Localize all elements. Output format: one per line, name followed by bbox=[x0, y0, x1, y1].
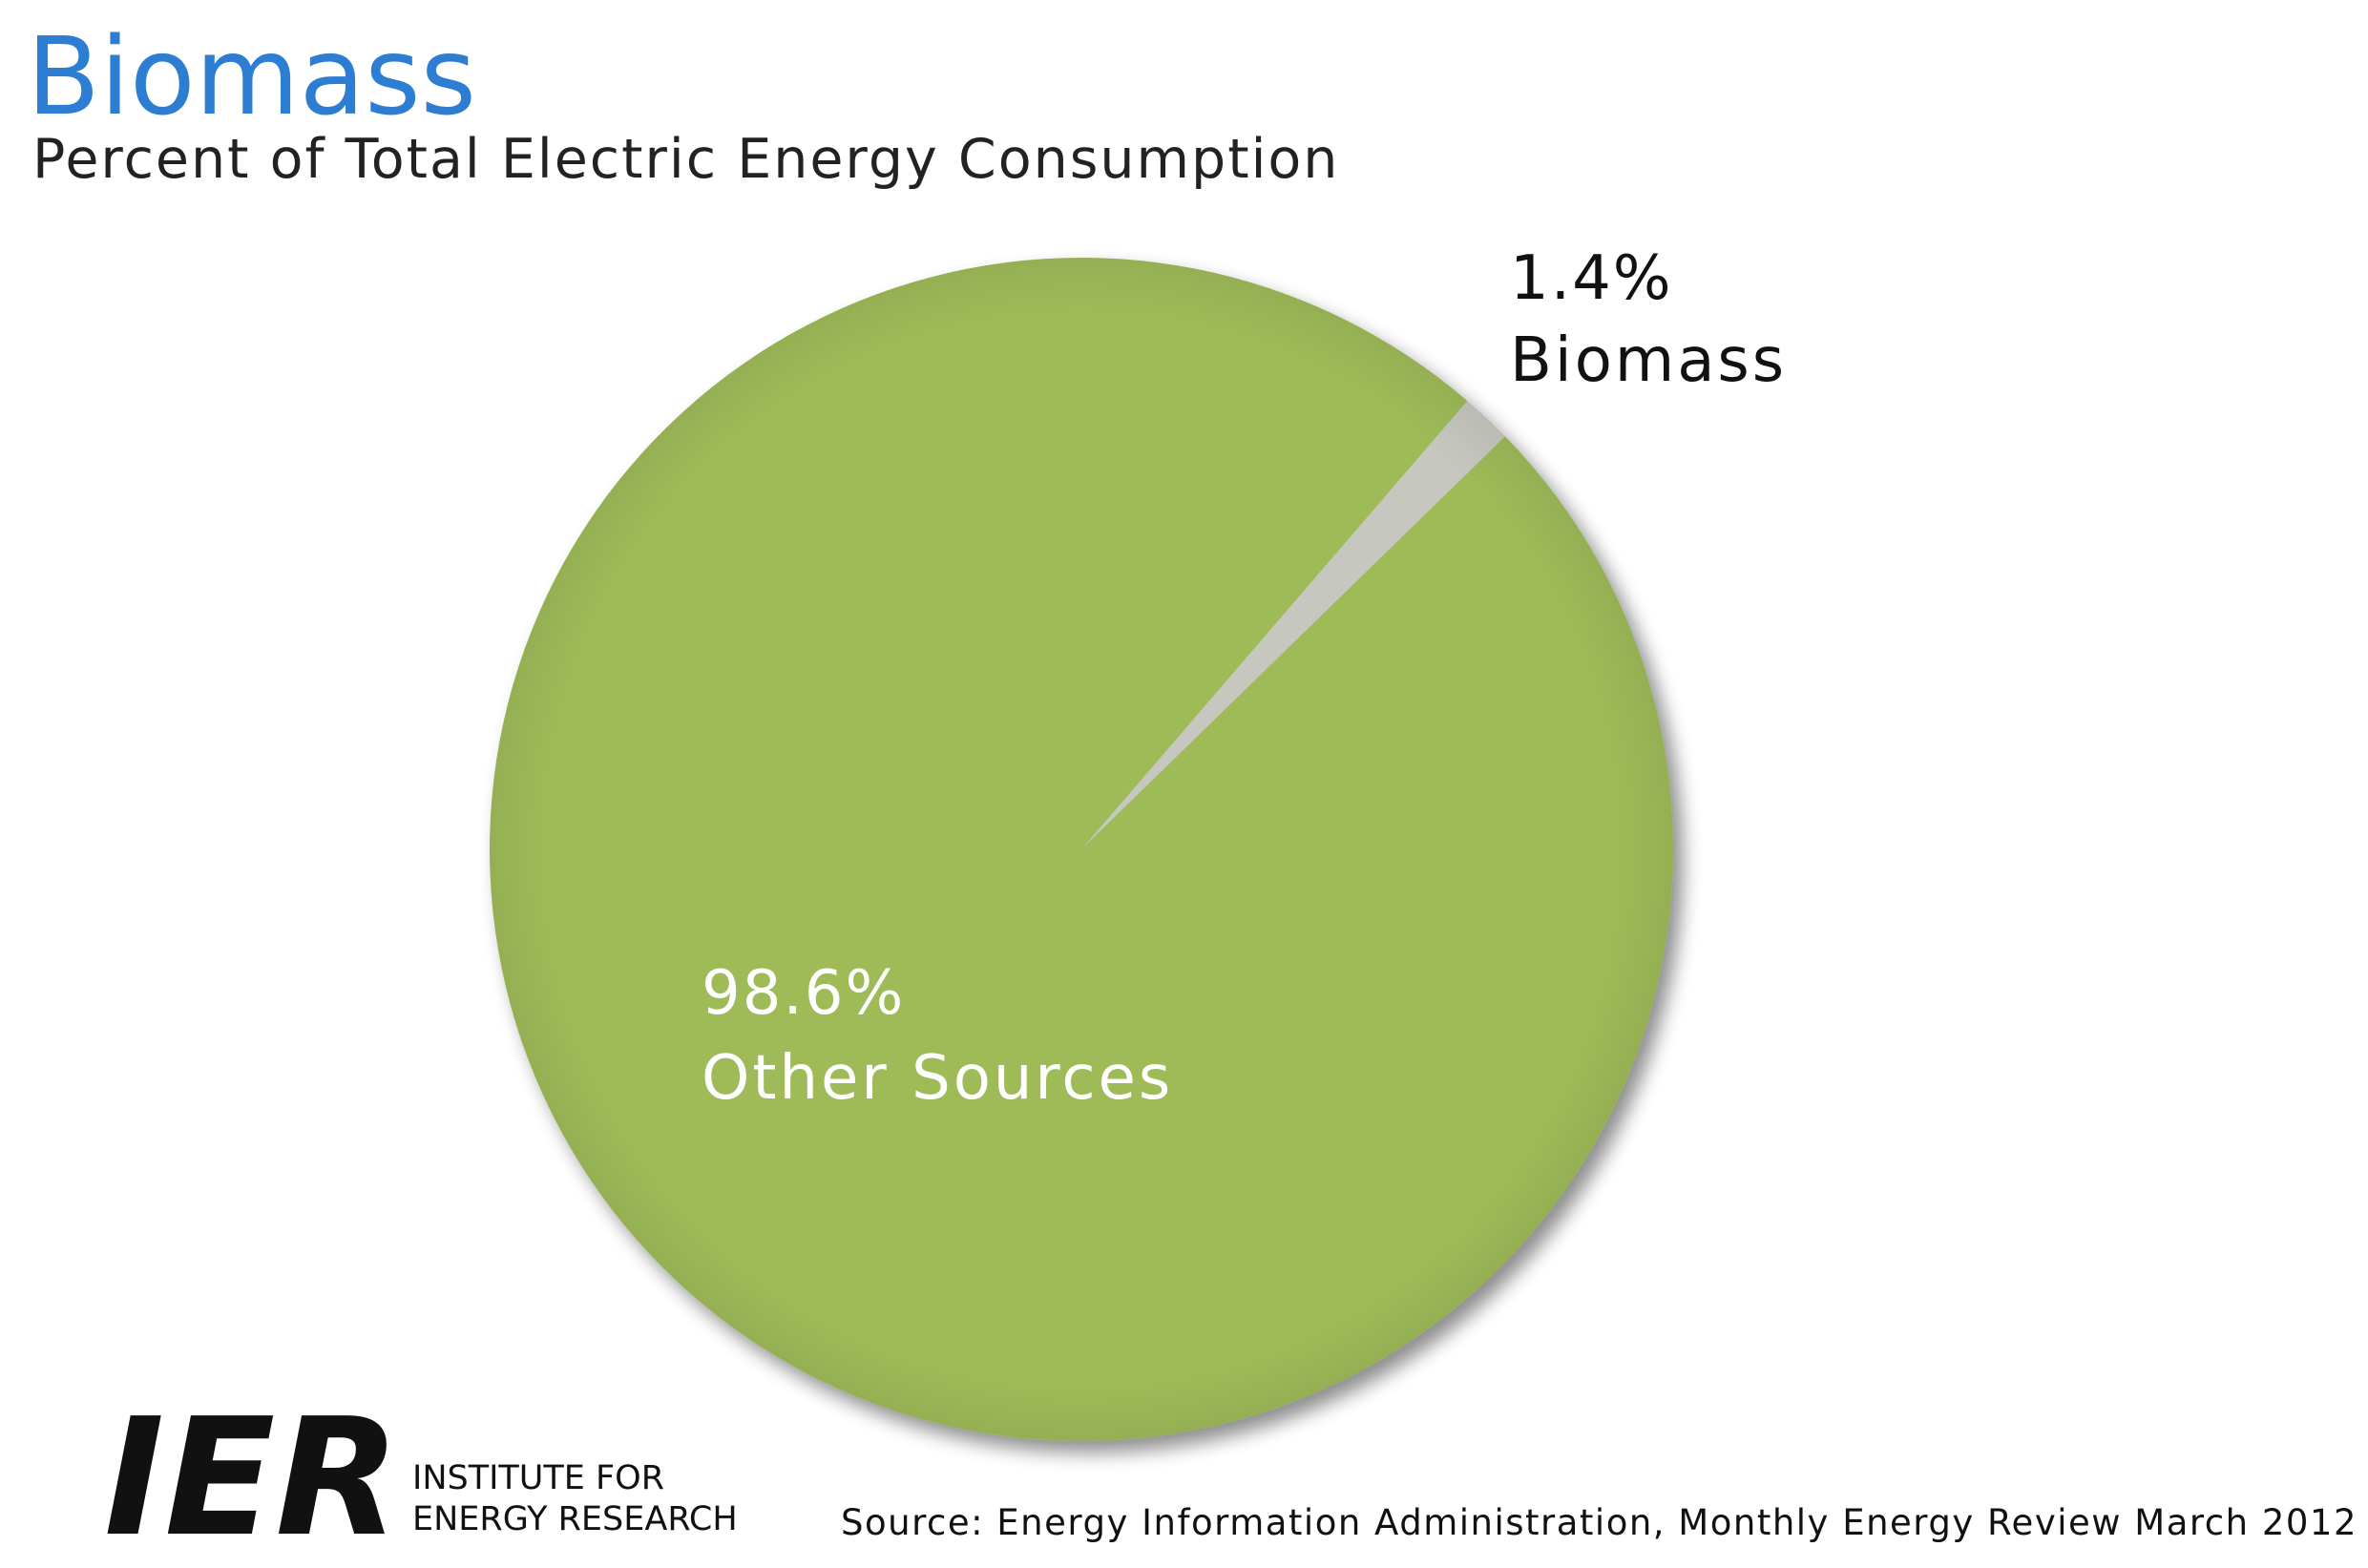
source-note: Source: Energy Information Administratio… bbox=[841, 1502, 2358, 1543]
logo-text: INSTITUTE FOR bbox=[412, 1459, 664, 1497]
logo-mark: IER bbox=[104, 1384, 400, 1568]
pie-labels: 1.4% Biomass 98.6% Other Sources bbox=[702, 243, 1787, 1114]
category-label: Biomass bbox=[1510, 325, 1787, 396]
data-label: 1.4% bbox=[1510, 243, 1673, 314]
chart-subtitle: Percent of Total Electric Energy Consump… bbox=[32, 128, 1339, 191]
pie bbox=[490, 258, 1674, 1442]
category-label: Other Sources bbox=[702, 1043, 1173, 1114]
pie-rim bbox=[490, 258, 1673, 1441]
data-label: 98.6% bbox=[702, 958, 905, 1029]
logo-text: ENERGY RESEARCH bbox=[412, 1500, 738, 1538]
chart-title: Biomass bbox=[27, 15, 476, 139]
